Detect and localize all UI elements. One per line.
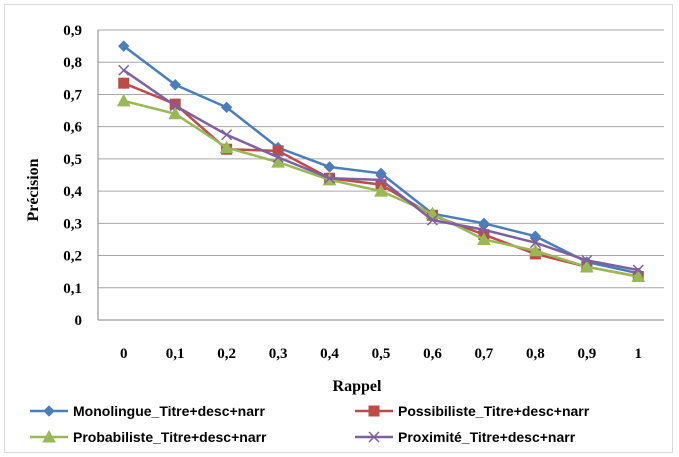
data-point <box>375 174 387 186</box>
legend-marker <box>42 429 56 443</box>
x-tick-label: 0,9 <box>577 346 596 362</box>
legend-item: Possibiliste_Titre+desc+narr <box>355 403 590 419</box>
legend-marker <box>368 431 380 443</box>
series-line <box>122 45 639 275</box>
data-point <box>169 100 181 112</box>
data-point <box>169 79 181 91</box>
data-point <box>374 184 388 197</box>
data-point <box>478 217 490 230</box>
data-point <box>271 155 285 168</box>
data-point <box>426 214 438 226</box>
data-point <box>118 40 130 52</box>
y-tick-label: 0,6 <box>63 120 82 136</box>
data-point <box>272 151 284 163</box>
y-tick-label: 0,7 <box>63 87 82 103</box>
data-point <box>631 269 646 282</box>
y-tick-label: 0 <box>75 313 83 329</box>
legend-label: Possibiliste_Titre+desc+narr <box>398 403 590 419</box>
x-tick-label: 0,4 <box>320 346 339 362</box>
y-tick-label: 0,2 <box>63 249 82 265</box>
data-point <box>324 172 336 184</box>
x-tick-label: 0,6 <box>423 346 442 362</box>
legend-item: Monolingue_Titre+desc+narr <box>30 403 265 419</box>
data-point <box>375 167 387 180</box>
x-tick-label: 0 <box>120 346 128 362</box>
chart-frame <box>4 4 673 453</box>
y-axis-title: Précision <box>25 158 42 221</box>
data-point <box>116 93 131 107</box>
y-tick-label: 0,3 <box>63 216 82 232</box>
data-point <box>528 243 543 257</box>
series-1 <box>118 40 644 279</box>
x-tick-label: 0,7 <box>475 346 494 362</box>
x-tick-label: 0,2 <box>217 346 236 362</box>
legend: Monolingue_Titre+desc+narr Possibiliste_T… <box>30 403 590 445</box>
legend-item: Proximité_Titre+desc+narr <box>355 429 576 445</box>
x-tick-label: 0,5 <box>372 346 391 362</box>
y-tick-labels: 0 0,1 0,2 0,3 0,4 0,5 0,6 0,7 0,8 0,9 <box>63 23 82 329</box>
y-tick-label: 0,8 <box>63 55 82 71</box>
y-tick-label: 0,1 <box>63 281 82 297</box>
legend-label: Proximité_Titre+desc+narr <box>398 429 576 445</box>
gridlines <box>98 29 664 289</box>
y-tick-label: 0,5 <box>63 152 82 168</box>
x-tick-label: 1 <box>635 346 643 362</box>
data-point <box>118 77 130 89</box>
data-point <box>168 106 183 120</box>
data-point <box>323 161 336 173</box>
x-tick-label: 0,8 <box>526 346 545 362</box>
data-point <box>118 64 130 76</box>
data-point <box>581 254 593 266</box>
data-point <box>477 232 491 245</box>
legend-marker <box>368 405 380 417</box>
legend-item: Probabiliste_Titre+desc+narr <box>30 429 267 445</box>
data-point <box>579 259 594 273</box>
data-point <box>478 224 490 236</box>
legend-label: Probabiliste_Titre+desc+narr <box>73 429 267 445</box>
data-point <box>219 140 234 154</box>
y-tick-label: 0,4 <box>63 184 82 200</box>
data-point <box>529 230 542 242</box>
x-tick-labels: 0 0,1 0,2 0,3 0,4 0,5 0,6 0,7 0,8 0,9 1 <box>120 346 642 362</box>
y-tick-label: 0,9 <box>63 23 82 39</box>
data-point <box>529 237 541 249</box>
legend-marker <box>43 405 55 417</box>
axes <box>97 30 664 321</box>
data-point <box>632 264 644 276</box>
data-point <box>220 101 233 114</box>
series <box>116 40 646 282</box>
x-tick-label: 0,3 <box>269 346 288 362</box>
x-tick-label: 0,1 <box>166 346 185 362</box>
x-axis-title: Rappel <box>333 378 382 395</box>
legend-label: Monolingue_Titre+desc+narr <box>73 403 265 419</box>
series-4 <box>118 64 644 276</box>
data-point <box>221 129 233 141</box>
